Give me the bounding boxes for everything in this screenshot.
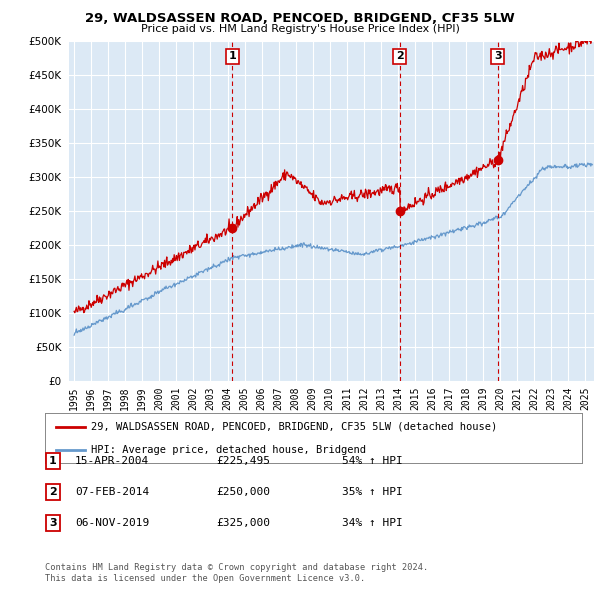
Text: 2: 2 bbox=[49, 487, 56, 497]
Text: Price paid vs. HM Land Registry's House Price Index (HPI): Price paid vs. HM Land Registry's House … bbox=[140, 24, 460, 34]
Text: 15-APR-2004: 15-APR-2004 bbox=[75, 457, 149, 466]
Text: Contains HM Land Registry data © Crown copyright and database right 2024.: Contains HM Land Registry data © Crown c… bbox=[45, 563, 428, 572]
Text: 29, WALDSASSEN ROAD, PENCOED, BRIDGEND, CF35 5LW (detached house): 29, WALDSASSEN ROAD, PENCOED, BRIDGEND, … bbox=[91, 421, 497, 431]
Text: 54% ↑ HPI: 54% ↑ HPI bbox=[342, 457, 403, 466]
Text: 29, WALDSASSEN ROAD, PENCOED, BRIDGEND, CF35 5LW: 29, WALDSASSEN ROAD, PENCOED, BRIDGEND, … bbox=[85, 12, 515, 25]
Text: 3: 3 bbox=[494, 51, 502, 61]
Text: This data is licensed under the Open Government Licence v3.0.: This data is licensed under the Open Gov… bbox=[45, 574, 365, 583]
Text: HPI: Average price, detached house, Bridgend: HPI: Average price, detached house, Brid… bbox=[91, 445, 365, 455]
Text: £250,000: £250,000 bbox=[216, 487, 270, 497]
Text: £325,000: £325,000 bbox=[216, 518, 270, 527]
Text: 1: 1 bbox=[229, 51, 236, 61]
Text: 1: 1 bbox=[49, 457, 56, 466]
Text: 2: 2 bbox=[396, 51, 404, 61]
Text: £225,495: £225,495 bbox=[216, 457, 270, 466]
Text: 06-NOV-2019: 06-NOV-2019 bbox=[75, 518, 149, 527]
Text: 3: 3 bbox=[49, 518, 56, 527]
Text: 34% ↑ HPI: 34% ↑ HPI bbox=[342, 518, 403, 527]
Text: 35% ↑ HPI: 35% ↑ HPI bbox=[342, 487, 403, 497]
Text: 07-FEB-2014: 07-FEB-2014 bbox=[75, 487, 149, 497]
